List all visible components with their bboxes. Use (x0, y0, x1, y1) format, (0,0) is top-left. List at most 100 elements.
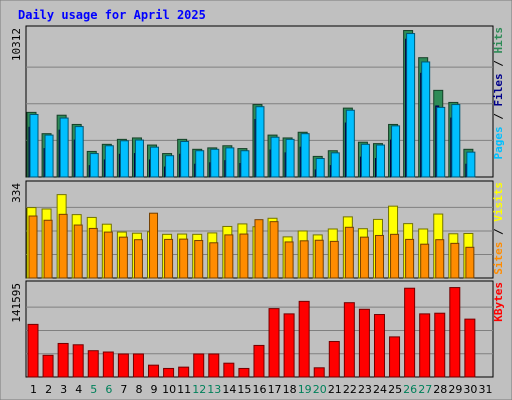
day-label-22: 22 (343, 383, 357, 396)
bar-pages-day-24 (375, 144, 385, 178)
bar-sites-day-15 (239, 233, 249, 279)
bar-sites-day-8 (133, 239, 143, 279)
bar-pages-day-5 (89, 153, 99, 178)
bar-sites-day-27 (420, 243, 430, 279)
day-label-20: 20 (313, 383, 327, 396)
bar-sites-day-9 (149, 212, 159, 279)
bar-kbytes-day-7 (117, 353, 129, 378)
day-label-25: 25 (388, 383, 402, 396)
bar-sites-day-19 (299, 240, 309, 279)
bar-pages-day-14 (225, 147, 235, 178)
y-max-label: 10312 (10, 28, 23, 61)
bar-kbytes-day-21 (328, 340, 340, 378)
day-label-17: 17 (268, 383, 282, 396)
bar-kbytes-day-8 (132, 353, 144, 378)
bar-sites-day-12 (194, 240, 204, 279)
day-label-1: 1 (30, 383, 37, 396)
bar-pages-day-25 (391, 125, 401, 178)
bar-pages-day-21 (330, 152, 340, 178)
legend-entry-hits: Hits (492, 27, 505, 54)
bar-sites-day-5 (88, 227, 98, 279)
day-label-27: 27 (418, 383, 432, 396)
day-label-3: 3 (60, 383, 67, 396)
bar-sites-day-26 (405, 238, 415, 279)
panel-top: 10312 (10, 25, 494, 178)
legend-separator: / (492, 107, 505, 127)
day-label-15: 15 (237, 383, 251, 396)
bar-sites-day-14 (224, 234, 234, 279)
bar-pages-day-23 (360, 143, 370, 178)
legend-separator: / (492, 222, 505, 242)
y-max-label: 141595 (10, 283, 23, 323)
bar-sites-day-2 (43, 219, 53, 279)
bar-kbytes-day-13 (208, 353, 220, 378)
bar-sites-day-4 (73, 224, 83, 279)
bar-kbytes-day-1 (27, 323, 39, 378)
bar-pages-day-18 (285, 138, 295, 178)
bar-pages-day-1 (29, 114, 39, 178)
bar-kbytes-day-27 (419, 313, 431, 378)
bar-kbytes-day-24 (373, 314, 385, 378)
bar-sites-day-11 (179, 238, 189, 279)
bar-kbytes-day-11 (178, 366, 190, 378)
day-label-13: 13 (207, 383, 221, 396)
chart-title: Daily usage for April 2025 (18, 8, 206, 22)
bar-sites-day-16 (254, 219, 264, 279)
bar-sites-day-21 (329, 240, 339, 279)
day-label-11: 11 (177, 383, 191, 396)
bar-pages-day-9 (150, 146, 160, 178)
bar-pages-day-2 (44, 134, 54, 178)
bar-kbytes-day-12 (193, 353, 205, 378)
bar-pages-day-29 (451, 104, 461, 178)
day-label-8: 8 (135, 383, 142, 396)
bar-sites-day-22 (344, 226, 354, 279)
day-label-18: 18 (283, 383, 297, 396)
bar-pages-day-3 (59, 117, 69, 178)
bar-pages-day-7 (119, 140, 129, 178)
day-label-24: 24 (373, 383, 387, 396)
day-label-16: 16 (253, 383, 267, 396)
bar-kbytes-day-6 (102, 351, 114, 378)
bar-kbytes-day-2 (42, 354, 54, 378)
bar-kbytes-day-22 (343, 302, 355, 378)
legend-entry-sites: Sites (492, 242, 505, 275)
bar-sites-day-23 (359, 236, 369, 279)
bar-sites-day-18 (284, 241, 294, 279)
bar-pages-day-15 (240, 150, 250, 178)
bar-sites-day-28 (435, 239, 445, 279)
day-label-28: 28 (433, 383, 447, 396)
bar-kbytes-day-9 (148, 364, 160, 378)
bar-pages-day-26 (406, 33, 416, 178)
day-label-23: 23 (358, 383, 372, 396)
bar-sites-day-6 (103, 231, 113, 279)
bar-pages-day-19 (300, 133, 310, 178)
bar-kbytes-day-16 (253, 344, 265, 378)
y-max-label: 334 (10, 183, 23, 203)
bar-pages-day-8 (134, 139, 144, 178)
bar-pages-day-13 (210, 148, 220, 178)
legend-entry-kbytes: KBytes (492, 282, 505, 322)
day-label-26: 26 (403, 383, 417, 396)
bar-kbytes-day-5 (87, 350, 99, 378)
day-label-4: 4 (75, 383, 82, 396)
bar-pages-day-17 (270, 136, 280, 178)
panel-middle: 334 (10, 180, 494, 279)
legend-separator: / (492, 54, 505, 74)
day-label-21: 21 (328, 383, 342, 396)
bar-pages-day-6 (104, 145, 114, 178)
bar-kbytes-day-17 (268, 308, 280, 378)
bar-pages-day-30 (466, 151, 476, 178)
bar-kbytes-day-25 (389, 336, 401, 378)
bar-kbytes-day-15 (238, 367, 250, 378)
bar-pages-day-12 (195, 150, 205, 178)
day-label-7: 7 (120, 383, 127, 396)
day-label-30: 30 (463, 383, 477, 396)
day-label-5: 5 (90, 383, 97, 396)
legend-entry-visits: Visits (492, 182, 505, 222)
day-label-12: 12 (192, 383, 206, 396)
day-label-29: 29 (448, 383, 462, 396)
bar-sites-day-29 (450, 242, 460, 279)
bar-kbytes-day-30 (464, 318, 476, 378)
bar-sites-day-13 (209, 242, 219, 279)
